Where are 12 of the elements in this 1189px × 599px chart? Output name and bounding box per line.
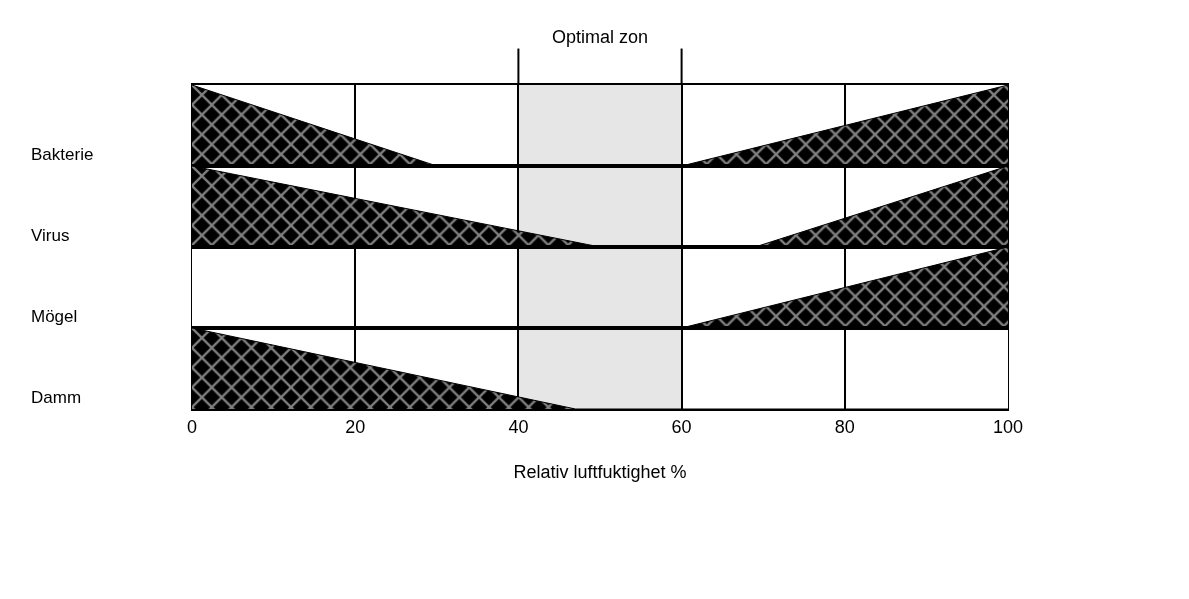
- x-tick-label: 0: [186, 416, 198, 437]
- x-axis-title: Relativ luftfuktighet %: [513, 462, 687, 483]
- y-axis-title: Virus: [31, 226, 70, 245]
- x-tick-label: 60: [671, 416, 692, 437]
- y-axis-title: Mögel: [31, 307, 78, 326]
- x-tick-label: 40: [508, 416, 529, 437]
- y-axis-title: Damm: [31, 388, 82, 407]
- band-label: Optimal zon: [552, 27, 649, 47]
- x-tick-label: 80: [834, 416, 855, 437]
- x-tick-label: 20: [345, 416, 366, 437]
- x-tick-label: 100: [992, 416, 1024, 437]
- y-axis-title: Bakterie: [31, 145, 94, 164]
